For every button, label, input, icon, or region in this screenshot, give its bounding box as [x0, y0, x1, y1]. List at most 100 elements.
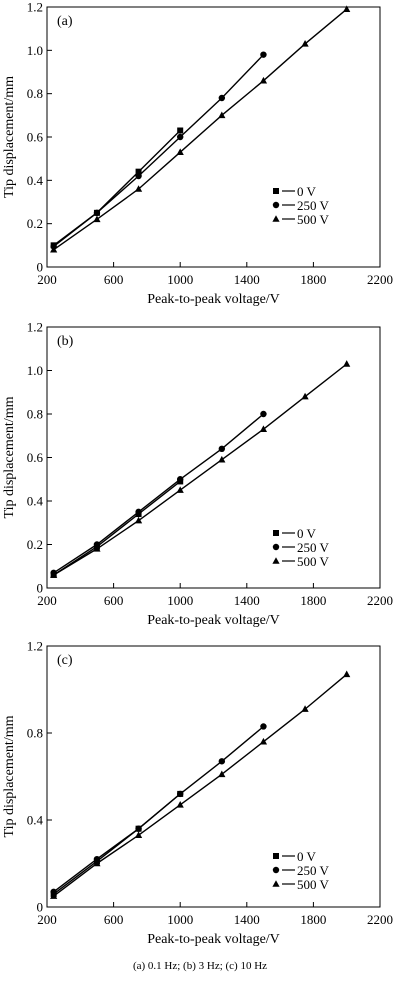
- data-point-square: [135, 168, 142, 175]
- data-point-triangle: [93, 545, 101, 552]
- y-axis-label: Tip displacement/mm: [2, 396, 17, 518]
- series-line-circle: [53, 413, 264, 574]
- data-point-triangle: [134, 831, 143, 839]
- data-point-triangle: [301, 40, 309, 47]
- y-tick-label: 0: [37, 900, 44, 915]
- plot-frame: [46, 6, 381, 268]
- series-line-circle: [53, 54, 265, 247]
- data-point-circle: [93, 541, 101, 548]
- y-tick-label: 1.2: [27, 639, 43, 654]
- y-tick-label: 0.2: [27, 216, 43, 231]
- legend-label: 0 V: [297, 526, 317, 541]
- data-point-triangle: [176, 148, 184, 155]
- data-point-triangle: [259, 425, 268, 433]
- data-point-square: [177, 127, 184, 134]
- legend-marker-triangle: [272, 880, 280, 887]
- legend-marker-triangle: [272, 215, 280, 222]
- y-tick-label: 0.8: [27, 86, 43, 101]
- data-point-triangle: [343, 5, 351, 12]
- legend-label: 250 V: [297, 198, 330, 213]
- legend-marker-circle: [272, 866, 280, 874]
- y-axis-label: Tip displacement/mm: [2, 715, 17, 837]
- x-tick-label: 600: [104, 912, 124, 927]
- x-tick-label: 2200: [367, 912, 393, 927]
- data-point-circle: [177, 476, 184, 483]
- panel-label: (c): [57, 653, 73, 668]
- data-point-circle: [93, 855, 101, 863]
- data-point-triangle: [301, 392, 309, 400]
- legend-marker-square: [273, 188, 279, 194]
- y-tick-label: 0.4: [27, 173, 44, 188]
- y-axis-label: Tip displacement/mm: [2, 76, 17, 198]
- data-point-circle: [93, 209, 101, 217]
- legend-label: 250 V: [297, 863, 330, 878]
- plot-frame: [46, 645, 381, 908]
- legend-label: 250 V: [297, 540, 330, 555]
- data-point-triangle: [218, 770, 226, 778]
- data-point-triangle: [134, 185, 143, 192]
- y-tick-label: 1.2: [27, 0, 43, 15]
- legend-label: 0 V: [297, 849, 317, 864]
- panel-label: (b): [57, 334, 74, 349]
- x-tick-label: 200: [37, 593, 57, 608]
- data-point-circle: [218, 445, 226, 452]
- series-line-circle: [53, 725, 264, 893]
- x-tick-label: 200: [37, 272, 57, 287]
- x-tick-label: 1800: [300, 912, 326, 927]
- legend-marker-square: [273, 853, 279, 859]
- legend-label: 500 V: [297, 212, 330, 227]
- data-point-triangle: [134, 516, 143, 524]
- data-point-circle: [177, 790, 184, 798]
- legend-label: 0 V: [297, 184, 317, 199]
- panel-label: (a): [57, 14, 73, 29]
- legend-label: 500 V: [297, 877, 330, 892]
- legend-marker-square: [273, 530, 279, 536]
- data-point-triangle: [176, 800, 184, 808]
- data-point-triangle: [218, 455, 226, 463]
- x-axis-label: Peak-to-peak voltage/V: [147, 613, 280, 628]
- x-tick-label: 2200: [367, 272, 393, 287]
- data-point-circle: [260, 410, 267, 418]
- x-tick-label: 200: [37, 912, 57, 927]
- data-point-circle: [177, 133, 184, 141]
- data-point-circle: [135, 508, 142, 516]
- data-point-circle: [135, 825, 142, 832]
- x-tick-label: 1400: [234, 593, 260, 608]
- y-tick-label: 0.6: [27, 130, 44, 145]
- x-axis-label: Peak-to-peak voltage/V: [147, 292, 280, 307]
- chart-panel-2: 200 600 1000 1400 1800 2200 0 0.2 0.4 0.6 0.8 1.0 1.…: [2, 320, 393, 629]
- data-point-circle: [218, 94, 226, 102]
- figure-caption: (a) 0.1 Hz; (b) 3 Hz; (c) 10 Hz: [132, 960, 268, 972]
- x-tick-label: 1000: [167, 593, 193, 608]
- x-tick-label: 1800: [300, 593, 326, 608]
- data-point-triangle: [50, 571, 58, 578]
- data-point-circle: [218, 758, 226, 765]
- legend-label: 500 V: [297, 554, 330, 569]
- series-line-triangle: [53, 8, 348, 251]
- x-tick-label: 1400: [234, 912, 260, 927]
- x-tick-label: 1000: [167, 912, 193, 927]
- chart-panel-1: 200 600 1000 1400 1800 2200 0 0.2 0.4 0.6 0.8 1.0 1.…: [2, 0, 393, 307]
- x-tick-label: 1000: [167, 272, 193, 287]
- data-point-triangle: [343, 670, 351, 678]
- legend-marker-triangle: [272, 557, 280, 564]
- y-tick-label: 0.6: [27, 450, 44, 465]
- series-line-square: [53, 130, 181, 246]
- data-point-triangle: [259, 76, 268, 84]
- y-tick-label: 1.0: [27, 43, 43, 58]
- data-point-triangle: [301, 705, 309, 712]
- data-point-triangle: [218, 111, 226, 119]
- series-line-triangle: [53, 673, 348, 897]
- y-tick-label: 0.2: [27, 537, 43, 552]
- data-point-circle: [50, 888, 57, 895]
- legend-marker-circle: [272, 201, 280, 209]
- y-tick-label: 0.8: [27, 407, 43, 422]
- y-tick-label: 0: [37, 581, 44, 596]
- data-point-circle: [260, 51, 267, 58]
- data-point-circle: [260, 723, 267, 730]
- data-point-triangle: [93, 215, 101, 223]
- y-tick-label: 0.4: [27, 813, 44, 828]
- series-line-square: [53, 480, 181, 576]
- data-point-triangle: [259, 737, 268, 745]
- x-tick-label: 1800: [300, 272, 326, 287]
